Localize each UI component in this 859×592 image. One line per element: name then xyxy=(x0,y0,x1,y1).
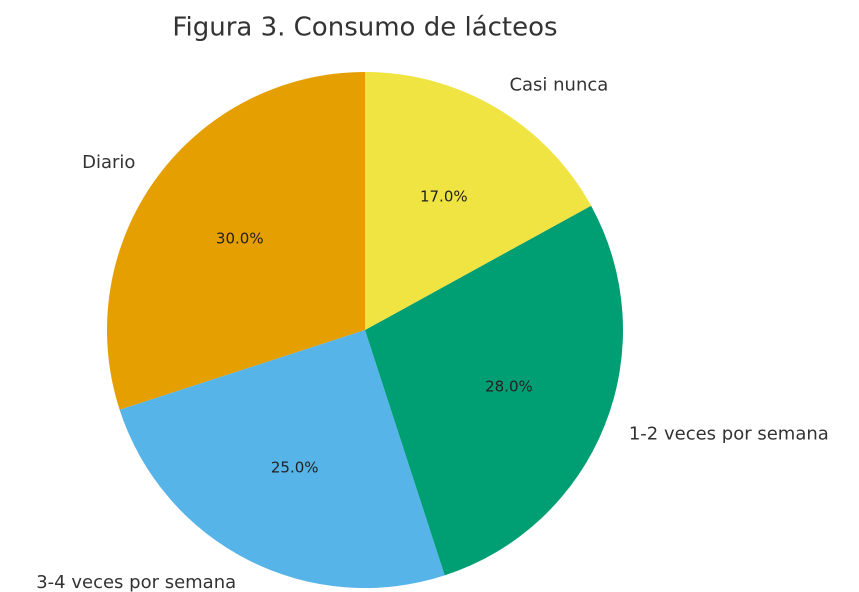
slice-label: Diario xyxy=(82,152,135,173)
value-label: 28.0% xyxy=(485,377,533,395)
value-label: 30.0% xyxy=(216,230,264,248)
pie-slice xyxy=(107,72,365,410)
pie-slice xyxy=(365,205,623,576)
slice-label: Casi nunca xyxy=(509,75,608,96)
chart-title: Figura 3. Consumo de lácteos xyxy=(172,13,557,43)
pie-slice xyxy=(365,72,592,330)
value-label: 25.0% xyxy=(271,458,319,476)
slice-label: 1-2 veces por semana xyxy=(629,423,829,444)
slice-label: 3-4 veces por semana xyxy=(36,572,236,592)
value-label: 17.0% xyxy=(420,187,468,205)
pie-slice xyxy=(119,330,445,588)
